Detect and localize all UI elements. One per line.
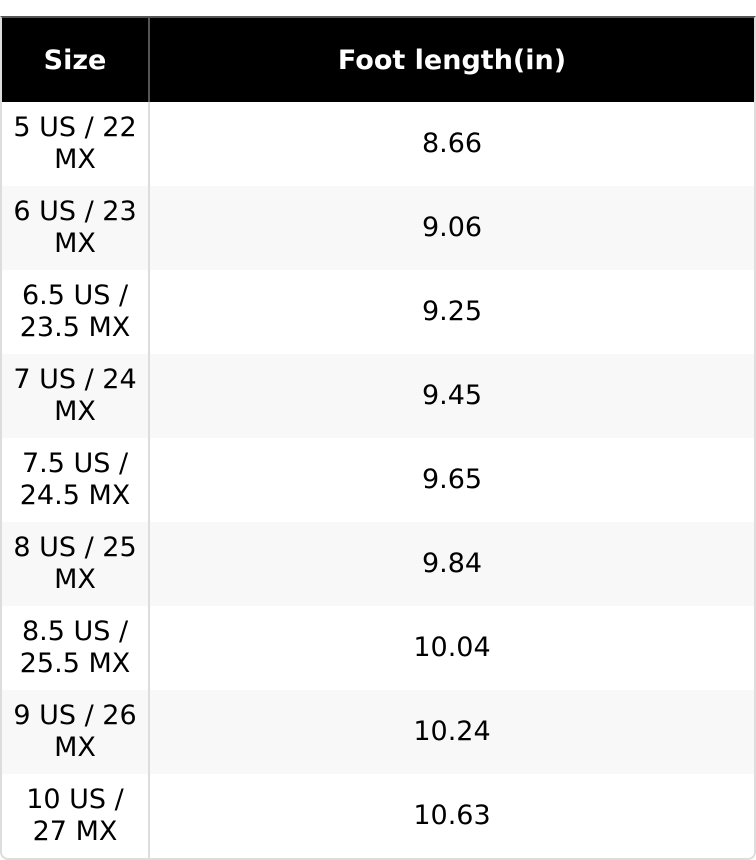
foot-length-cell: 9.65 [421,464,483,495]
table-row: 9 US / 26 MX 10.24 [2,690,754,774]
table-row: 10 US / 27 MX 10.63 [2,774,754,858]
foot-length-cell: 8.66 [421,128,483,159]
foot-length-cell: 9.06 [149,186,754,270]
foot-length-cell: 10.04 [413,632,491,663]
table-row: 8.5 US / 25.5 MX 10.04 [2,606,754,690]
table-row: 7.5 US / 24.5 MX 9.65 [2,438,754,522]
size-cell: 6.5 US / 23.5 MX [2,270,150,354]
size-cell: 8 US / 25 MX [2,522,150,606]
table-row: 6 US / 23 MX 9.06 [2,186,754,270]
foot-length-cell: 9.25 [421,296,483,327]
table-header-row: Size Foot length(in) [2,18,754,102]
size-cell: 6 US / 23 MX [2,186,150,270]
foot-length-cell: 10.24 [149,690,754,774]
column-header-foot-length: Foot length(in) [149,18,754,102]
size-cell: 7.5 US / 24.5 MX [2,438,150,522]
size-cell: 7 US / 24 MX [2,354,150,438]
column-header-size: Size [2,18,150,102]
table-row: 5 US / 22 MX 8.66 [2,102,754,186]
table-row: 6.5 US / 23.5 MX 9.25 [2,270,754,354]
size-chart-table: Size Foot length(in) 5 US / 22 MX 8.66 6 U… [0,16,756,860]
table-row: 7 US / 24 MX 9.45 [2,354,754,438]
foot-length-cell: 10.63 [413,800,491,831]
foot-length-cell: 9.45 [149,354,754,438]
table-row: 8 US / 25 MX 9.84 [2,522,754,606]
size-cell: 8.5 US / 25.5 MX [2,606,150,690]
size-cell: 10 US / 27 MX [2,774,150,858]
size-cell: 5 US / 22 MX [2,102,150,186]
foot-length-cell: 9.84 [149,522,754,606]
size-cell: 9 US / 26 MX [2,690,150,774]
